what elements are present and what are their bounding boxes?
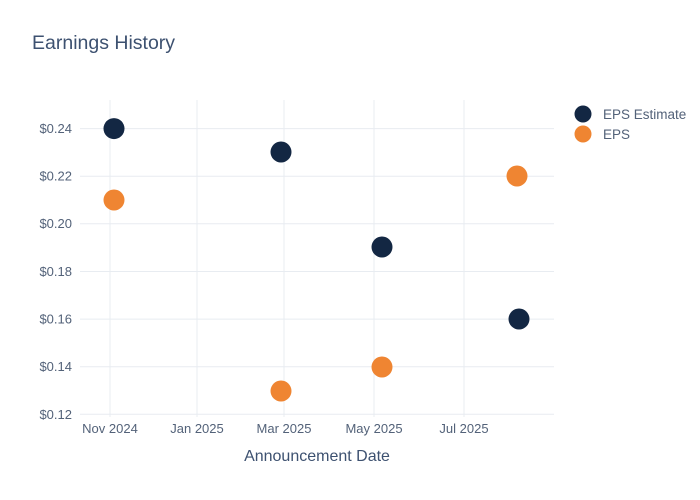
svg-text:$0.16: $0.16 bbox=[39, 312, 72, 327]
svg-text:EPS: EPS bbox=[603, 127, 630, 142]
svg-text:Jan 2025: Jan 2025 bbox=[170, 421, 224, 436]
svg-text:Announcement Date: Announcement Date bbox=[244, 448, 390, 465]
svg-text:$0.22: $0.22 bbox=[39, 169, 72, 184]
svg-text:EPS Estimate: EPS Estimate bbox=[603, 107, 686, 122]
svg-text:Nov 2024: Nov 2024 bbox=[82, 421, 138, 436]
svg-text:$0.14: $0.14 bbox=[39, 359, 72, 374]
svg-text:$0.18: $0.18 bbox=[39, 264, 72, 279]
svg-text:Jul 2025: Jul 2025 bbox=[439, 421, 488, 436]
svg-text:May 2025: May 2025 bbox=[345, 421, 402, 436]
svg-text:Mar 2025: Mar 2025 bbox=[257, 421, 312, 436]
svg-text:$0.12: $0.12 bbox=[39, 407, 72, 422]
svg-text:$0.20: $0.20 bbox=[39, 216, 72, 231]
svg-text:$0.24: $0.24 bbox=[39, 121, 72, 136]
